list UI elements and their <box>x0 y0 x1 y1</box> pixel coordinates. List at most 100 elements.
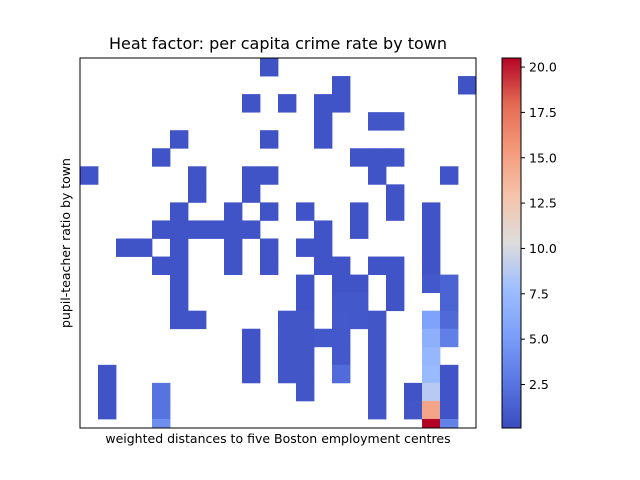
heatmap-cell <box>98 382 117 402</box>
heatmap-cell <box>422 202 441 221</box>
heatmap-cell <box>314 112 333 131</box>
heatmap-cell <box>152 256 171 275</box>
heatmap-cell <box>152 418 171 429</box>
heatmap-cell <box>296 238 315 257</box>
x-axis-label: weighted distances to five Boston employ… <box>105 431 450 446</box>
heatmap-cell <box>242 328 261 348</box>
heatmap-cell <box>188 220 207 239</box>
heatmap-cell <box>440 400 459 420</box>
heatmap-cell <box>422 256 441 275</box>
colorbar-tick-label: 5.0 <box>529 332 549 347</box>
heatmap-cell <box>260 202 279 221</box>
heatmap-cell <box>206 220 225 239</box>
colorbar-ticks: 2.5 5.0 7.5 10.0 12.5 15.0 17.5 20.0 <box>521 60 557 392</box>
heatmap-cell <box>296 274 315 294</box>
heatmap-cell <box>224 238 243 257</box>
heatmap-cell <box>422 346 441 366</box>
heatmap-cell <box>404 382 423 402</box>
heatmap-cell <box>80 166 99 185</box>
heatmap-cell <box>350 292 369 312</box>
heatmap-cell <box>386 148 405 167</box>
heatmap-cell <box>314 130 333 149</box>
heatmap-cell <box>350 148 369 167</box>
heatmap-cell <box>422 400 441 420</box>
heatmap-cell <box>440 364 459 384</box>
heatmap-cell <box>296 202 315 221</box>
heatmap-cell <box>260 238 279 257</box>
heatmap-cell <box>386 184 405 203</box>
heatmap-cell <box>332 364 351 384</box>
heatmap-cell <box>386 274 405 294</box>
heatmap-cell <box>224 202 243 221</box>
heatmap-cell <box>260 58 279 77</box>
heatmap-cell <box>170 130 189 149</box>
heatmap-cell <box>386 202 405 221</box>
heatmap-cell <box>368 364 387 384</box>
heatmap-cell <box>242 184 261 203</box>
chart-title: Heat factor: per capita crime rate by to… <box>109 34 447 53</box>
heatmap-cell <box>278 310 297 330</box>
heatmap-cell <box>296 292 315 312</box>
heatmap-cell <box>152 400 171 420</box>
heatmap-cell <box>242 94 261 113</box>
heatmap-cell <box>152 382 171 402</box>
heatmap-cell <box>296 364 315 384</box>
heatmap-cell <box>170 274 189 294</box>
heatmap-cell <box>422 328 441 348</box>
heatmap-cell <box>134 238 153 257</box>
heatmap-cell <box>242 220 261 239</box>
heatmap-cell <box>440 274 459 294</box>
heatmap-cell <box>296 310 315 330</box>
heatmap-cell <box>386 256 405 275</box>
heatmap-cell <box>296 346 315 366</box>
heatmap-cell <box>332 292 351 312</box>
heatmap-cell <box>224 220 243 239</box>
heatmap-cell <box>332 94 351 113</box>
heatmap-cell <box>296 382 315 402</box>
heatmap-cell <box>314 238 333 257</box>
heatmap-cell <box>458 76 477 95</box>
heatmap-cell <box>278 364 297 384</box>
colorbar-tick-label: 2.5 <box>529 377 549 392</box>
heatmap-cell <box>224 256 243 275</box>
heatmap-cell <box>368 148 387 167</box>
heatmap-cell <box>170 310 189 330</box>
heatmap-cell <box>314 220 333 239</box>
heatmap-cell <box>368 382 387 402</box>
plot-frame <box>79 57 477 429</box>
heatmap-cell <box>386 292 405 312</box>
heatmap-cell <box>98 364 117 384</box>
heatmap-cell <box>404 400 423 420</box>
heatmap-cell <box>332 76 351 95</box>
heatmap-cell <box>332 256 351 275</box>
colorbar-tick-label: 12.5 <box>529 196 557 211</box>
heatmap-cell <box>422 310 441 330</box>
heatmap-cell <box>242 166 261 185</box>
heatmap-cell <box>422 238 441 257</box>
heatmap-cell <box>368 346 387 366</box>
colorbar <box>501 57 522 429</box>
heatmap-cell <box>170 238 189 257</box>
colorbar-tick-label: 17.5 <box>529 105 557 120</box>
heatmap-cell <box>152 220 171 239</box>
heatmap-cell <box>440 328 459 348</box>
heatmap-cell <box>440 166 459 185</box>
heatmap-cell <box>260 256 279 275</box>
heatmap-cell <box>188 310 207 330</box>
heatmap-cell <box>314 328 333 348</box>
heatmap-cell <box>170 202 189 221</box>
heatmap-cell <box>368 166 387 185</box>
heatmap-cell <box>260 166 279 185</box>
heatmap-cell <box>170 220 189 239</box>
heatmap-cell <box>440 418 459 429</box>
heatmap-cell <box>332 346 351 366</box>
heatmap-cell <box>116 238 135 257</box>
heatmap-cell <box>170 292 189 312</box>
heatmap-cell <box>332 310 351 330</box>
heatmap-cell <box>440 292 459 312</box>
heatmap-cell <box>188 166 207 185</box>
heatmap-cell <box>368 328 387 348</box>
heatmap-cell <box>98 400 117 420</box>
heatmap-cell <box>296 328 315 348</box>
colorbar-tick-label: 20.0 <box>529 60 557 75</box>
